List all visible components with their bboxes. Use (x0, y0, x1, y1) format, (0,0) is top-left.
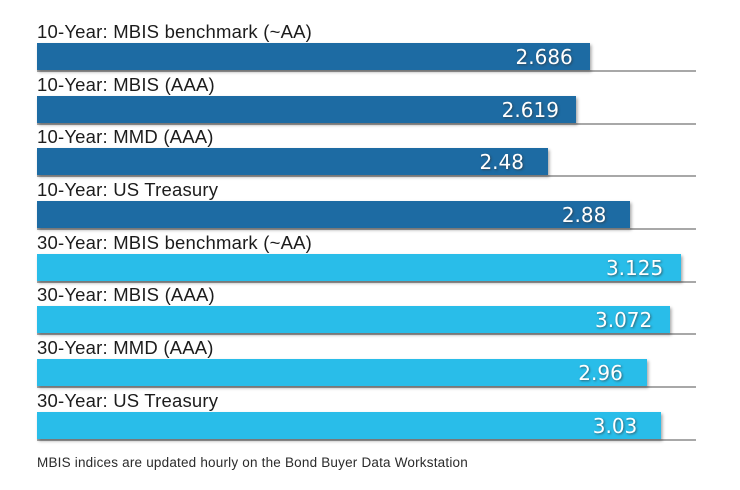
bar-value-label: 3.072 (594, 308, 653, 333)
bar: 3.03 (37, 411, 661, 439)
category-label: 10-Year: MBIS benchmark (~AA) (37, 21, 313, 42)
bar-track: 2.88 (37, 201, 696, 231)
category-label: 30-Year: US Treasury (37, 389, 219, 411)
bar-value-label: 2.619 (501, 97, 559, 122)
chart-row: 10-Year: MMD (AAA) 2.48 (37, 125, 696, 178)
chart-row: 30-Year: MMD (AAA) 2.96 (37, 336, 696, 389)
chart-row: 10-Year: MBIS (AAA) 2.619 (37, 73, 696, 126)
category-label: 30-Year: MMD (AAA) (37, 337, 214, 359)
bar-value-label: 3.03 (592, 413, 638, 438)
chart-row: 30-Year: MBIS (AAA) 3.072 (37, 283, 696, 336)
bar: 3.072 (37, 306, 670, 334)
category-label: 30-Year: MBIS benchmark (~AA) (37, 231, 313, 253)
chart-footnote: MBIS indices are updated hourly on the B… (37, 454, 468, 470)
bar: 2.88 (37, 201, 631, 229)
chart-row: 10-Year: MBIS benchmark (~AA) 2.686 (37, 20, 696, 73)
category-label: 10-Year: MMD (AAA) (37, 126, 214, 148)
bar-value-label: 3.125 (605, 255, 664, 280)
bar-value-label: 2.686 (515, 45, 573, 69)
bar-track: 3.03 (37, 411, 696, 441)
bar-value-label: 2.48 (479, 150, 524, 175)
bar-value-label: 2.88 (561, 203, 607, 228)
bar: 2.686 (37, 43, 591, 70)
bar-track: 2.96 (37, 359, 696, 389)
bar: 2.619 (37, 95, 577, 123)
bar-track: 2.619 (37, 95, 696, 125)
chart-row: 30-Year: MBIS benchmark (~AA) 3.125 (37, 231, 696, 284)
bar: 3.125 (37, 253, 681, 281)
bar-track: 3.125 (37, 253, 696, 283)
bar: 2.48 (37, 148, 548, 176)
category-label: 10-Year: US Treasury (37, 179, 219, 201)
bar-track: 2.48 (37, 148, 696, 178)
chart-rows: 10-Year: MBIS benchmark (~AA) 2.686 10-Y… (37, 20, 696, 442)
bar: 2.96 (37, 359, 647, 387)
bar-track: 2.686 (37, 43, 696, 72)
category-label: 30-Year: MBIS (AAA) (37, 284, 215, 306)
chart-row: 10-Year: US Treasury 2.88 (37, 178, 696, 231)
bar-value-label: 2.96 (578, 361, 623, 386)
category-label: 10-Year: MBIS (AAA) (37, 73, 215, 95)
chart-row: 30-Year: US Treasury 3.03 (37, 389, 696, 442)
bar-track: 3.072 (37, 306, 696, 336)
